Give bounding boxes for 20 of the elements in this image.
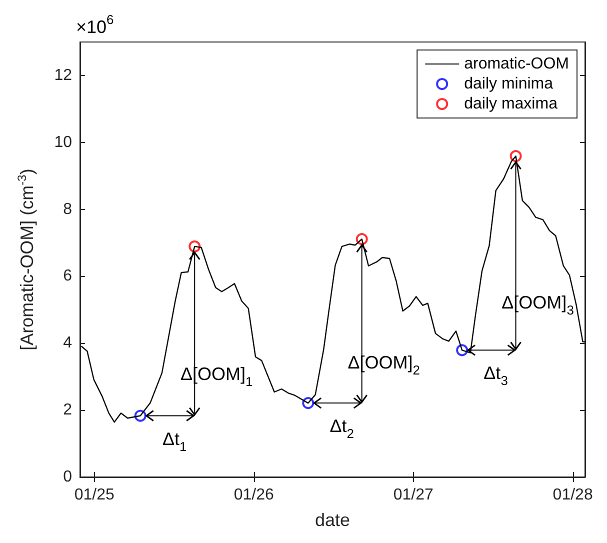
y-tick-label: 10 — [54, 134, 72, 151]
y-axis-title: [Aromatic-OOM] (cm-3) — [15, 168, 37, 350]
x-tick-label: 01/28 — [552, 486, 593, 504]
y-tick-label: 12 — [54, 66, 72, 84]
text: ×10$^{6}$ — [76, 12, 114, 37]
annotation: Δt$_{1}$ — [162, 428, 187, 454]
y-tick-label: 4 — [63, 334, 72, 352]
x-axis-title: date — [314, 510, 350, 530]
legend-label: daily minima — [464, 76, 554, 92]
y-tick-label: 6 — [63, 268, 72, 285]
y-tick-label: 2 — [63, 402, 72, 419]
legend-label: daily maxima — [464, 96, 558, 112]
x-tick-label: 01/25 — [74, 486, 115, 504]
annotation: Δt$_{3}$ — [484, 362, 508, 388]
x-tick-label: 01/26 — [234, 486, 274, 504]
y-tick-label: 8 — [63, 200, 72, 218]
legend-label: aromatic-OOM — [464, 56, 570, 72]
annotation: Δt$_{2}$ — [330, 416, 354, 441]
y-tick-label: 0 — [63, 468, 72, 486]
x-tick-label: 01/27 — [393, 486, 434, 504]
